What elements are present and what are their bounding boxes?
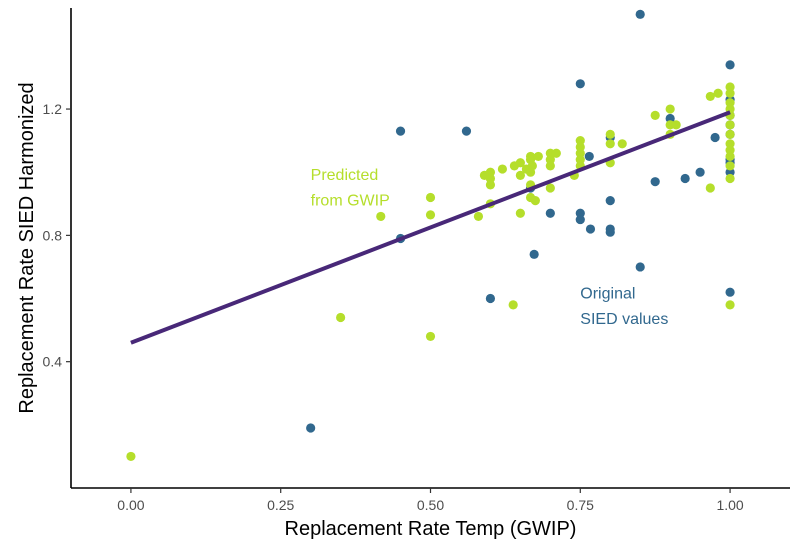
predicted-annotation-line: from GWIP	[311, 192, 390, 209]
predicted-point	[725, 161, 735, 171]
original-point	[395, 126, 406, 136]
predicted-point	[425, 210, 436, 220]
predicted-point	[425, 192, 436, 203]
original-point	[575, 79, 585, 89]
predicted-point	[508, 300, 518, 310]
predicted-point	[713, 88, 723, 98]
predicted-point	[725, 120, 735, 130]
original-point	[635, 262, 645, 272]
predicted-point	[515, 158, 525, 168]
predicted-point	[473, 211, 484, 222]
predicted-point	[515, 208, 525, 218]
axes	[70, 8, 790, 489]
predicted-point	[617, 139, 627, 149]
predicted-point	[551, 148, 561, 158]
predicted-point	[725, 129, 735, 139]
original-point	[585, 224, 596, 234]
original-point	[725, 287, 735, 297]
y-axis-title: Replacement Rate SIED Harmonized	[16, 82, 38, 413]
x-tick-label: 0.75	[567, 497, 594, 513]
original-point	[725, 60, 735, 70]
original-point	[584, 151, 594, 162]
predicted-point	[725, 151, 735, 162]
predicted-point	[530, 196, 540, 206]
predicted-point	[497, 164, 507, 174]
predicted-point	[725, 145, 735, 155]
predicted-point	[485, 180, 496, 190]
predicted-point	[725, 173, 735, 184]
predicted-point	[336, 312, 346, 323]
predicted-point	[605, 129, 615, 139]
predicted-point	[575, 142, 585, 152]
predicted-point	[725, 88, 735, 98]
original-point	[680, 173, 690, 184]
predicted-point	[725, 139, 735, 149]
y-tick-label: 1.2	[43, 101, 63, 117]
original-point	[545, 208, 555, 218]
original-point	[710, 132, 720, 143]
predicted-point	[545, 154, 555, 165]
original-point	[650, 177, 660, 187]
predicted-point	[527, 161, 537, 171]
x-tick-label: 0.25	[267, 497, 294, 513]
original-point	[575, 208, 585, 218]
original-annotation-line: SIED values	[580, 311, 668, 328]
x-tick-label: 1.00	[716, 497, 743, 513]
predicted-point	[575, 148, 585, 158]
predicted-annotation-line: Predicted	[311, 167, 379, 184]
x-tick-label: 0.00	[117, 497, 144, 513]
predicted-point	[575, 136, 585, 146]
predicted-point	[425, 331, 436, 342]
predicted-point	[545, 161, 555, 171]
fit-line-layer	[130, 110, 731, 345]
predicted-point	[725, 300, 735, 310]
original-point	[695, 167, 705, 177]
predicted-point	[671, 120, 681, 130]
original-point	[529, 249, 539, 259]
predicted-point	[485, 167, 496, 177]
original-point	[306, 423, 316, 433]
predicted-point	[575, 154, 585, 165]
original-point	[665, 113, 675, 124]
y-tick-label: 0.4	[43, 354, 63, 370]
predicted-point	[705, 183, 715, 193]
predicted-point	[485, 173, 496, 184]
y-tick-label: 0.8	[43, 227, 63, 243]
predicted-point	[725, 82, 735, 92]
predicted-point	[705, 91, 715, 102]
predicted-point	[725, 98, 735, 108]
original-point	[485, 293, 496, 304]
predicted-point	[650, 110, 660, 120]
predicted-point	[515, 170, 525, 180]
fit-line	[130, 110, 731, 345]
original-point	[461, 126, 472, 136]
original-point	[575, 214, 585, 225]
predicted-point	[665, 104, 675, 114]
ticks: 0.00 0.25 0.50 0.75 1.00 0.4 0.8 1.2	[43, 101, 744, 513]
original-annotation-line: Original	[580, 286, 635, 303]
original-point	[605, 227, 615, 237]
original-point	[635, 9, 645, 19]
predicted-point	[605, 139, 615, 149]
predicted-point	[545, 183, 555, 193]
predicted-point	[533, 151, 543, 162]
points-layer	[126, 9, 735, 462]
x-tick-label: 0.50	[417, 497, 444, 513]
original-point	[605, 196, 615, 206]
predicted-point	[376, 211, 386, 222]
x-axis-title: Replacement Rate Temp (GWIP)	[285, 518, 577, 540]
predicted-point	[126, 451, 136, 462]
annotations: Predicted from GWIP Original SIED values	[311, 167, 669, 328]
original-point	[725, 167, 735, 177]
